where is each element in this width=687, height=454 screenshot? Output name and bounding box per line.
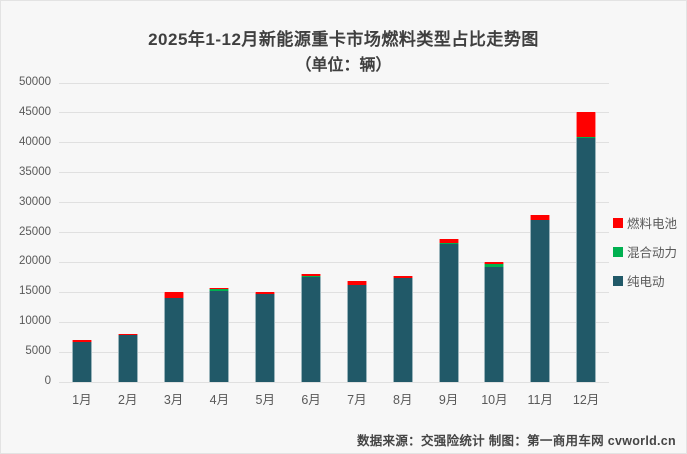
y-axis-label: 20000 [19, 255, 51, 268]
gridline [59, 291, 609, 293]
bar-segment-纯电动 [576, 138, 597, 382]
bar-segment-纯电动 [346, 284, 367, 382]
bar-segment-燃料电池 [301, 274, 322, 277]
bar-segment-混合动力 [301, 276, 322, 278]
gridline [59, 172, 609, 174]
gridline [59, 261, 609, 263]
bar-segment-燃料电池 [392, 276, 413, 278]
bar-segment-纯电动 [484, 266, 505, 382]
gridline [59, 142, 609, 144]
bar-segment-燃料电池 [484, 261, 505, 265]
bar-segment-纯电动 [530, 219, 551, 382]
y-axis-label: 15000 [19, 285, 51, 298]
chart-title: 2025年1-12月新能源重卡市场燃料类型占比走势图 [148, 30, 539, 49]
bar-segment-燃料电池 [576, 111, 597, 137]
bar-stack-4月 [209, 287, 230, 382]
y-axis-label: 30000 [19, 195, 51, 208]
bar-segment-纯电动 [255, 293, 276, 382]
y-axis-label: 5000 [25, 345, 51, 358]
bar-stack-3月 [163, 291, 184, 382]
bar-segment-纯电动 [392, 277, 413, 382]
x-axis-label: 6月 [301, 393, 321, 407]
legend-label: 混合动力 [627, 246, 678, 260]
x-axis-label: 3月 [163, 393, 184, 407]
legend-item: 燃料电池 [613, 208, 686, 237]
x-axis-label: 10月 [481, 393, 508, 407]
legend-item: 混合动力 [613, 237, 686, 266]
gridline [59, 232, 609, 233]
x-axis-label: 11月 [527, 393, 553, 407]
bar-segment-燃料电池 [438, 238, 459, 244]
bar-segment-燃料电池 [71, 340, 92, 342]
chart-footer: 数据来源：交强险统计 制图：第一商用车网 cvworld.cn [356, 434, 676, 448]
bar-segment-燃料电池 [346, 280, 367, 285]
x-axis-label: 7月 [347, 393, 367, 407]
bar-segment-纯电动 [438, 243, 459, 382]
bar-stack-9月 [438, 238, 459, 382]
y-axis-label: 0 [44, 375, 51, 387]
gridline [59, 112, 609, 114]
x-axis-label: 12月 [572, 393, 600, 407]
bar-stack-1月 [71, 340, 92, 382]
legend-label: 纯电动 [627, 275, 665, 289]
y-axis-label: 45000 [19, 105, 51, 118]
y-axis-label: 25000 [19, 225, 51, 238]
bar-stack-2月 [117, 333, 138, 382]
bar-segment-混合动力 [438, 243, 459, 244]
x-axis-label: 4月 [209, 393, 230, 407]
bar-stack-8月 [392, 276, 413, 382]
bar-segment-纯电动 [301, 277, 322, 382]
bar-segment-燃料电池 [117, 333, 138, 336]
y-axis-label: 10000 [19, 315, 51, 328]
gridline [59, 351, 609, 353]
bar-segment-纯电动 [117, 335, 138, 382]
y-axis-label: 40000 [19, 135, 51, 148]
bar-segment-纯电动 [71, 341, 92, 382]
chart-subtitle: （单位：辆） [295, 57, 392, 74]
bar-stack-11月 [530, 214, 551, 382]
gridline [59, 381, 609, 383]
x-axis-label: 8月 [393, 393, 413, 407]
legend-swatch-icon [613, 275, 623, 286]
bar-segment-燃料电池 [163, 291, 184, 298]
y-axis-label: 50000 [19, 76, 51, 88]
x-axis-label: 5月 [255, 393, 275, 407]
legend-swatch-icon [613, 217, 623, 228]
plot-area [59, 82, 609, 383]
gridline [59, 82, 609, 84]
bar-segment-混合动力 [576, 136, 597, 139]
bar-segment-混合动力 [209, 289, 230, 291]
bar-segment-纯电动 [209, 290, 230, 382]
gridline [59, 202, 609, 204]
x-axis-label: 2月 [118, 393, 138, 407]
legend-label: 燃料电池 [627, 217, 678, 231]
bar-segment-燃料电池 [255, 291, 276, 294]
gridline [59, 321, 609, 323]
x-axis-label: 9月 [438, 393, 459, 407]
bar-segment-燃料电池 [530, 214, 551, 220]
legend: 燃料电池混合动力纯电动 [613, 208, 686, 295]
y-axis-label: 35000 [19, 165, 51, 178]
bar-segment-纯电动 [163, 297, 184, 382]
x-axis-label: 1月 [72, 393, 92, 407]
legend-item: 纯电动 [613, 266, 686, 295]
bar-stack-12月 [576, 111, 597, 382]
bar-stack-6月 [301, 274, 322, 382]
legend-swatch-icon [613, 246, 623, 257]
bar-stack-5月 [255, 291, 276, 382]
bar-stack-7月 [346, 280, 367, 382]
bar-segment-混合动力 [484, 264, 505, 267]
bar-stack-10月 [484, 261, 505, 382]
bar-segment-燃料电池 [209, 287, 230, 290]
